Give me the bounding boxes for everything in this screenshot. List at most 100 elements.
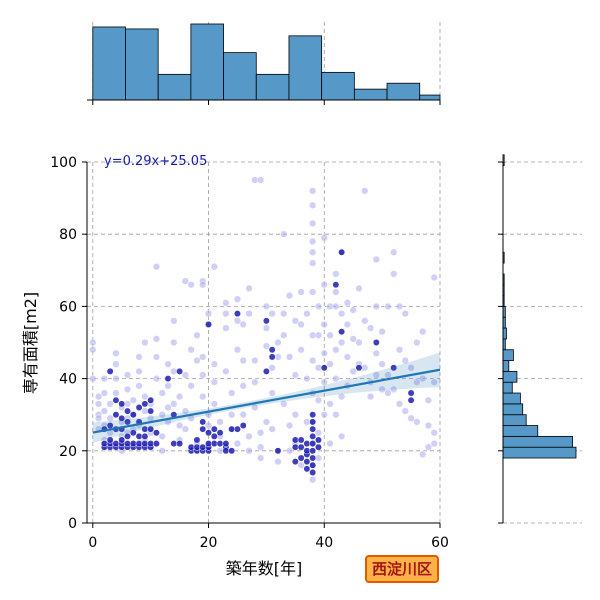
- scatter-point-dense: [199, 418, 207, 426]
- scatter-point-dense: [297, 436, 305, 444]
- scatter-point: [285, 447, 294, 455]
- scatter-point-dense: [291, 443, 299, 451]
- y-hist-bar: [502, 381, 513, 394]
- scatter-point: [291, 317, 299, 325]
- scatter-point: [332, 270, 340, 278]
- scatter-point-dense: [309, 418, 317, 426]
- scatter-point-dense: [147, 396, 155, 404]
- scatter-point: [361, 187, 369, 195]
- y-tick-label: 100: [50, 155, 77, 171]
- scatter-point: [320, 320, 328, 329]
- scatter-point: [309, 219, 317, 228]
- scatter-point: [303, 309, 311, 318]
- scatter-points: [89, 176, 438, 484]
- scatter-point: [361, 317, 369, 325]
- scatter-point-dense: [199, 425, 207, 433]
- x-hist-bar: [125, 28, 159, 101]
- x-tick-label: 20: [200, 535, 218, 551]
- scatter-point: [332, 346, 340, 354]
- scatter-point: [280, 309, 288, 318]
- scatter-point: [251, 378, 259, 386]
- x-hist-bar: [353, 88, 388, 101]
- scatter-point: [407, 364, 415, 372]
- x-hist-bar: [321, 71, 355, 101]
- scatter-point-dense: [118, 400, 126, 408]
- scatter-point: [256, 176, 265, 184]
- scatter-point: [309, 476, 317, 484]
- scatter-point: [222, 309, 230, 318]
- scatter-point-dense: [274, 447, 282, 455]
- scatter-point: [268, 309, 276, 318]
- scatter-point-dense: [112, 440, 120, 448]
- scatter-point: [413, 378, 421, 386]
- scatter-point-dense: [112, 396, 120, 404]
- scatter-points-dense: [100, 248, 415, 476]
- scatter-point-dense: [222, 440, 230, 448]
- scatter-point: [181, 371, 190, 379]
- scatter-point: [228, 389, 236, 397]
- scatter-point: [233, 295, 242, 303]
- scatter-point: [152, 374, 161, 383]
- scatter-point-dense: [303, 440, 311, 448]
- scatter-point: [337, 309, 346, 318]
- y-tick-label: 60: [59, 299, 77, 315]
- scatter-point: [239, 382, 247, 390]
- scatter-point: [424, 443, 433, 451]
- scatter-point: [355, 284, 363, 293]
- scatter-point-dense: [234, 310, 241, 318]
- scatter-point-dense: [124, 432, 131, 440]
- scatter-point-dense: [129, 429, 137, 437]
- scatter-point-dense: [152, 429, 160, 437]
- scatter-point-dense: [268, 353, 276, 361]
- scatter-point-dense: [372, 339, 380, 346]
- scatter-point: [349, 306, 357, 314]
- scatter-point-dense: [205, 440, 212, 448]
- scatter-point: [181, 425, 190, 433]
- scatter-point: [337, 432, 346, 441]
- scatter-point: [141, 338, 149, 347]
- scatter-point: [285, 353, 294, 361]
- scatter-point-dense: [315, 443, 322, 451]
- scatter-point: [210, 360, 218, 368]
- scatter-point: [251, 356, 259, 365]
- scatter-point-dense: [407, 396, 415, 404]
- scatter-point: [390, 385, 398, 394]
- scatter-point-dense: [100, 440, 108, 448]
- scatter-point: [170, 338, 178, 347]
- scatter-point-dense: [124, 440, 131, 448]
- scatter-point: [170, 317, 178, 325]
- scatter-point: [112, 374, 120, 383]
- scatter-point-dense: [147, 407, 155, 415]
- scatter-point: [228, 411, 236, 419]
- scatter-point: [326, 360, 334, 368]
- scatter-point: [187, 281, 195, 289]
- confidence-band: [92, 352, 440, 443]
- scatter-point: [355, 338, 363, 347]
- scatter-point: [164, 403, 172, 412]
- scatter-point: [135, 382, 143, 390]
- scatter-point: [158, 411, 166, 419]
- scatter-point: [239, 411, 247, 419]
- scatter-point: [413, 338, 421, 347]
- scatter-point: [152, 353, 161, 361]
- scatter-point: [187, 346, 195, 354]
- scatter-point: [430, 273, 438, 282]
- scatter-point: [418, 374, 427, 383]
- scatter-point: [164, 382, 172, 390]
- scatter-point-dense: [297, 454, 305, 462]
- scatter-point-dense: [262, 317, 270, 325]
- scatter-point: [256, 454, 265, 462]
- scatter-point: [320, 378, 328, 386]
- scatter-point: [430, 429, 438, 437]
- scatter-point: [100, 374, 109, 383]
- scatter-point: [314, 331, 323, 339]
- scatter-point-dense: [135, 440, 143, 448]
- scatter-point-dense: [332, 281, 340, 289]
- scatter-point-dense: [303, 465, 311, 473]
- x-hist-bar: [157, 73, 192, 101]
- scatter-point-dense: [118, 414, 126, 422]
- scatter-point-dense: [112, 411, 120, 419]
- scatter-point: [233, 346, 242, 354]
- scatter-point: [280, 400, 288, 408]
- scatter-point: [135, 367, 143, 376]
